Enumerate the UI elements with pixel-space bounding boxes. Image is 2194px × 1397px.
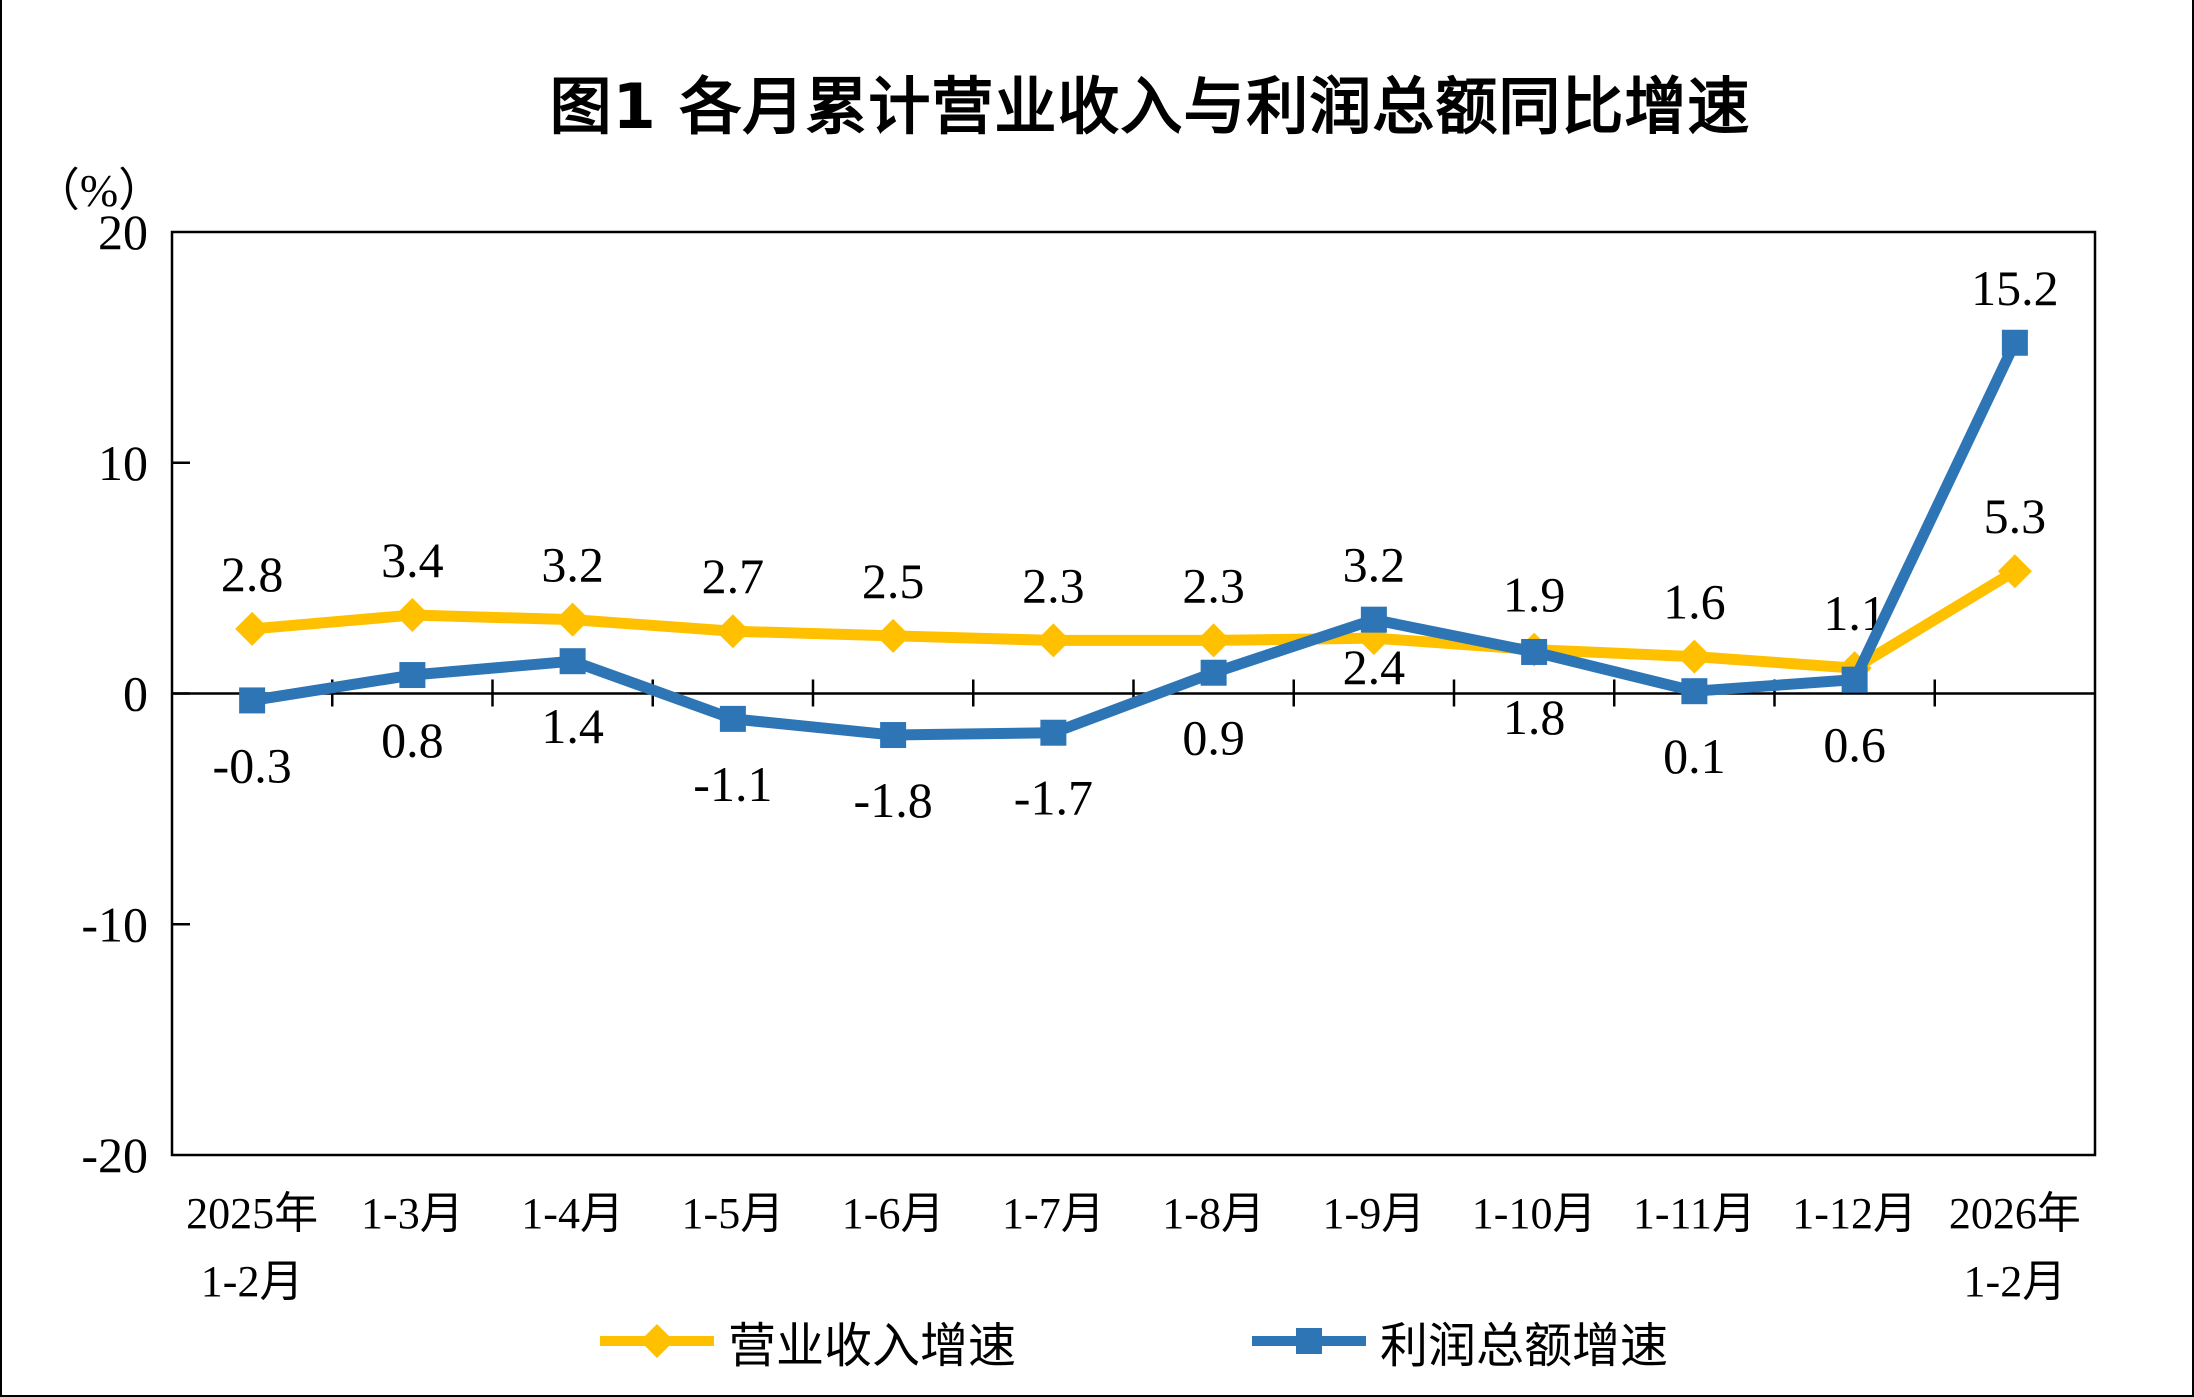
data-labels: -0.3 0.8 1.4 -1.1 -1.8 -1.7 0.9 3.2 1.8 0.1 0.6 15.…	[213, 260, 2059, 828]
profit-line-swatch-icon	[1252, 1328, 1366, 1354]
square-marker	[1360, 606, 1387, 633]
square-marker	[239, 687, 266, 714]
x-tick-label: 1-8月	[1162, 1189, 1265, 1238]
data-label: 2.8	[221, 546, 284, 602]
square-marker	[2001, 329, 2028, 356]
x-tick-label: 1-12月	[1792, 1189, 1917, 1238]
data-labels: 2.8 3.4 3.2 2.7 2.5 2.3 2.32.41.9 1.6 1.15.3	[221, 488, 2046, 695]
legend-label-profit: 利润总额增速	[1380, 1320, 1669, 1373]
data-label: 3.2	[1343, 537, 1406, 593]
data-label: 1.4	[541, 698, 604, 754]
y-tick-label: -10	[81, 896, 148, 952]
x-tick-label: 1-10月	[1472, 1189, 1597, 1238]
data-label: 1.9	[1503, 567, 1566, 623]
x-tick-label: 1-3月	[361, 1189, 464, 1238]
x-tick-label: 1-9月	[1323, 1189, 1426, 1238]
data-label: 2.7	[702, 548, 765, 604]
square-marker	[880, 722, 907, 749]
axes	[170, 230, 2097, 1157]
data-label: 5.3	[1984, 488, 2047, 544]
diamond-marker	[876, 618, 911, 653]
data-label: 1.6	[1663, 574, 1726, 630]
x-tick-label: 1-2月	[1964, 1257, 2067, 1306]
data-label: 2.3	[1022, 557, 1085, 613]
diamond-marker	[1196, 623, 1231, 658]
y-axis-unit-label: （%）	[34, 165, 164, 216]
x-tick-label: 1-5月	[682, 1189, 785, 1238]
data-label: 3.4	[381, 532, 444, 588]
square-marker	[1841, 666, 1868, 693]
data-label: 0.9	[1182, 710, 1245, 766]
data-label: -1.1	[693, 756, 772, 812]
revenue-line-swatch-icon	[600, 1324, 714, 1358]
data-label: 1.8	[1503, 689, 1566, 745]
x-tick-label: 2025年	[186, 1189, 318, 1238]
data-label: 15.2	[1971, 260, 2059, 316]
data-label: 0.8	[381, 712, 444, 768]
series-profit	[239, 329, 2028, 749]
x-tick-label: 1-6月	[842, 1189, 945, 1238]
series-line	[246, 337, 2021, 741]
data-label: 2.3	[1182, 557, 1245, 613]
legend-item-profit: 利润总额增速	[1250, 1306, 1668, 1376]
diamond-marker	[555, 602, 590, 637]
legend-label-revenue: 营业收入增速	[728, 1320, 1017, 1373]
square-marker	[399, 662, 426, 689]
square-marker	[1681, 678, 1708, 705]
x-tick-label: 1-11月	[1633, 1189, 1756, 1238]
legend: 营业收入增速 利润总额增速	[2, 1306, 2192, 1376]
diamond-marker	[1036, 623, 1071, 658]
square-marker	[559, 648, 586, 675]
data-label: 2.5	[862, 553, 925, 609]
y-tick-label: 10	[98, 435, 148, 491]
square-marker	[719, 705, 746, 732]
legend-item-revenue: 营业收入增速	[598, 1306, 1016, 1376]
diamond-marker	[395, 598, 430, 633]
y-tick-label: 0	[123, 666, 148, 722]
y-tick-label: -20	[81, 1127, 148, 1183]
diamond-marker	[1997, 554, 2032, 589]
diamond-marker	[235, 611, 270, 646]
x-tick-label: 2026年	[1949, 1189, 2081, 1238]
x-tick-label: 1-2月	[201, 1257, 304, 1306]
data-label: -0.3	[213, 737, 292, 793]
diamond-marker	[1677, 639, 1712, 674]
data-label: 3.2	[541, 537, 604, 593]
data-label: 0.1	[1663, 728, 1726, 784]
y-tick-label: 20	[98, 204, 148, 260]
series-line	[246, 565, 2021, 674]
chart-title: 图1 各月累计营业收入与利润总额同比增速	[549, 70, 1751, 143]
x-tick-label: 1-7月	[1002, 1189, 1105, 1238]
square-marker	[1040, 719, 1067, 746]
x-axis-labels: 2025年 1-2月 1-3月 1-4月 1-5月 1-6月 1-7月 1-8月 1-9月 1-1…	[186, 1189, 2081, 1306]
data-label: 0.6	[1823, 717, 1886, 773]
square-marker	[1200, 659, 1227, 686]
y-axis-labels: 20 10 0 -10 -20	[81, 204, 148, 1183]
data-label: -1.8	[854, 772, 933, 828]
square-marker	[1521, 638, 1548, 665]
diamond-marker	[715, 614, 750, 649]
data-label: 2.4	[1343, 639, 1406, 695]
x-tick-label: 1-4月	[521, 1189, 624, 1238]
data-label: -1.7	[1014, 770, 1093, 826]
